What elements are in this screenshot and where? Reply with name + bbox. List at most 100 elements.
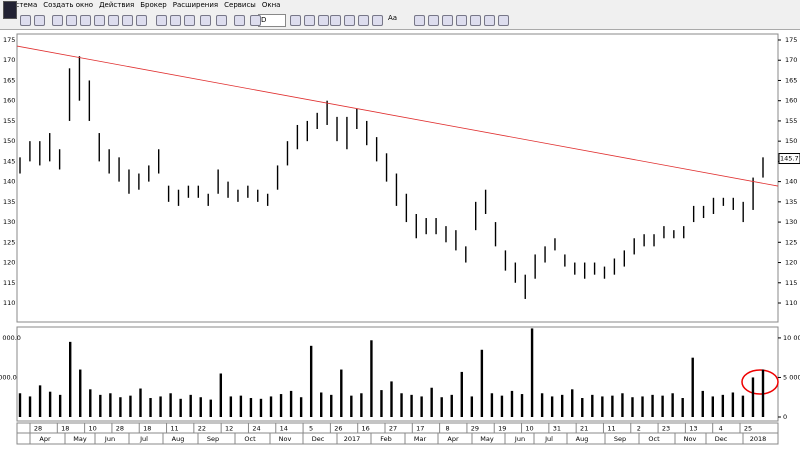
tool-button[interactable]	[428, 15, 439, 26]
volume-bar	[179, 398, 182, 417]
tool-button[interactable]	[414, 15, 425, 26]
tool-button[interactable]	[122, 15, 133, 26]
tool-button[interactable]	[184, 15, 195, 26]
tool-button[interactable]	[250, 15, 261, 26]
date-month-label: Oct	[648, 435, 660, 443]
date-day-label: 12	[225, 425, 233, 433]
tool-button[interactable]	[304, 15, 315, 26]
date-month-label: Dec	[312, 435, 325, 443]
menu-item[interactable]: Система	[6, 1, 38, 9]
date-day-label: 17	[416, 425, 424, 433]
y-tick-label: 115	[3, 279, 15, 287]
tool-button[interactable]	[108, 15, 119, 26]
volume-bar	[249, 398, 253, 417]
tool-button[interactable]	[290, 15, 301, 26]
volume-bar	[18, 393, 22, 417]
y-tick-label: 135	[785, 198, 797, 206]
timeframe-select[interactable]: D	[258, 14, 286, 27]
volume-bar	[99, 394, 102, 417]
date-month-label: May	[73, 435, 87, 443]
volume-bar	[289, 390, 293, 417]
menu-item[interactable]: Окна	[261, 1, 281, 9]
date-month-label: Jul	[544, 435, 553, 443]
tool-button[interactable]	[470, 15, 481, 26]
tool-button[interactable]	[200, 15, 211, 26]
volume-bar	[139, 388, 142, 417]
y-tick-label: 10 000.0	[783, 334, 800, 342]
date-day-label: 13	[689, 425, 697, 433]
y-tick-label: 130	[785, 218, 797, 226]
volume-bar	[38, 385, 42, 417]
volume-bar	[309, 345, 313, 417]
date-month-label: Apr	[39, 435, 51, 443]
y-tick-label: 170	[3, 56, 15, 64]
volume-bar	[460, 371, 463, 417]
menu-item[interactable]: Создать окно	[43, 1, 94, 9]
tool-button[interactable]	[170, 15, 181, 26]
y-tick-label: 5 000.0	[783, 373, 800, 381]
y-tick-label: 175	[785, 36, 797, 44]
volume-bar	[751, 377, 755, 417]
volume-bar	[731, 392, 735, 417]
tool-button[interactable]	[80, 15, 91, 26]
date-day-label: 28	[34, 425, 42, 433]
volume-bar	[58, 394, 62, 417]
date-day-label: 29	[471, 425, 479, 433]
tool-button[interactable]	[498, 15, 509, 26]
y-tick-label: 140	[3, 178, 15, 186]
volume-bar	[581, 398, 584, 417]
y-tick-label: 115	[785, 279, 797, 287]
y-tick-label: 125	[3, 238, 15, 246]
date-day-label: 31	[553, 425, 561, 433]
volume-bar	[129, 395, 132, 417]
menu-item[interactable]: Действия	[99, 1, 135, 9]
tool-button[interactable]	[344, 15, 355, 26]
y-tick-label: 130	[3, 218, 15, 226]
volume-bar	[69, 341, 72, 417]
tool-button[interactable]	[484, 15, 495, 26]
volume-bar	[189, 394, 192, 417]
font-button[interactable]: Aa	[388, 14, 398, 22]
tool-button[interactable]	[216, 15, 227, 26]
tool-button[interactable]	[94, 15, 105, 26]
date-day-label: 22	[198, 425, 206, 433]
tool-button[interactable]	[358, 15, 369, 26]
volume-bar	[711, 396, 714, 417]
tool-button[interactable]	[442, 15, 453, 26]
volume-bar	[370, 340, 373, 417]
tool-button[interactable]	[234, 15, 245, 26]
tool-button[interactable]	[34, 15, 45, 26]
y-tick-label: 160	[3, 97, 15, 105]
date-day-label: 8	[446, 425, 450, 433]
volume-bar	[741, 395, 745, 417]
volume-bar	[48, 391, 52, 417]
tool-button[interactable]	[456, 15, 467, 26]
tool-button[interactable]	[52, 15, 63, 26]
volume-bar	[159, 396, 162, 417]
volume-bar	[119, 397, 122, 417]
menu-item[interactable]: Брокер	[140, 1, 167, 9]
tool-button[interactable]	[372, 15, 383, 26]
tool-button[interactable]	[20, 15, 31, 26]
tool-button[interactable]	[330, 15, 341, 26]
tool-button[interactable]	[136, 15, 147, 26]
tool-button[interactable]	[156, 15, 167, 26]
menu-item[interactable]: Сервисы	[224, 1, 256, 9]
menu-item[interactable]: Расширения	[172, 1, 219, 9]
volume-bar	[199, 397, 202, 417]
volume-bar	[490, 393, 494, 417]
volume-bar	[571, 389, 574, 417]
tool-button[interactable]	[318, 15, 329, 26]
volume-bar	[28, 396, 32, 417]
date-day-label: 18	[61, 425, 69, 433]
last-price-label: 145.71	[780, 155, 800, 163]
volume-bar	[470, 396, 474, 417]
volume-bar	[430, 387, 433, 417]
tool-button[interactable]	[66, 15, 77, 26]
last-price-box	[778, 153, 800, 165]
date-month-label: Jun	[514, 435, 525, 443]
volume-bar	[500, 395, 504, 417]
volume-bar	[651, 394, 654, 417]
y-tick-label: 120	[785, 259, 797, 267]
date-day-label: 16	[362, 425, 370, 433]
